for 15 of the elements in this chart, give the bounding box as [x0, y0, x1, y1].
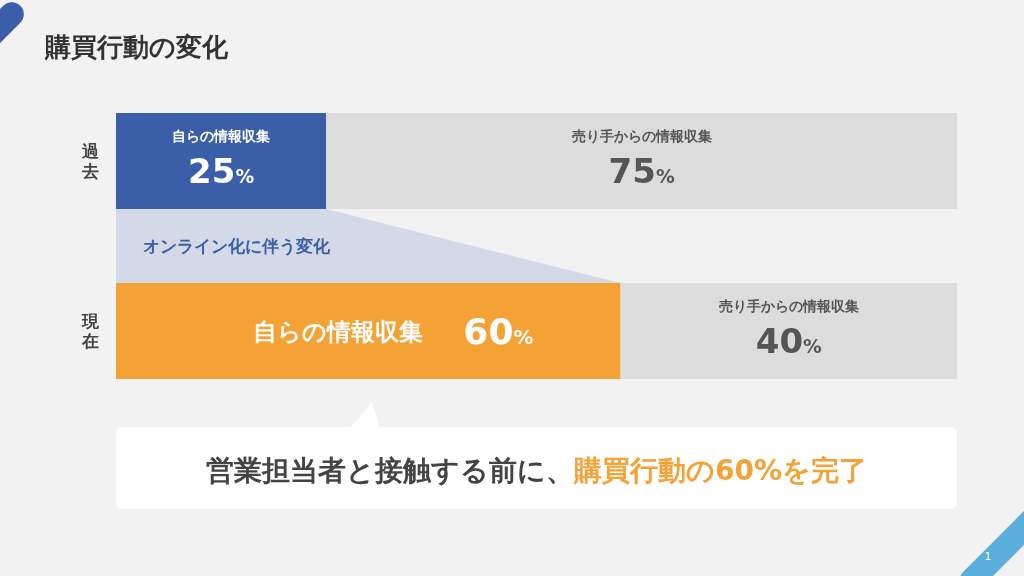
data-label: 25% [188, 151, 255, 191]
annotation: オンライン化に伴う変化 [143, 236, 331, 256]
text: 自らの情報収集 [253, 318, 424, 346]
y-tick-label: 過去 [80, 141, 99, 181]
data-label: 75% [608, 151, 675, 191]
text: 1 [984, 550, 992, 563]
text: 売り手からの情報収集 [718, 298, 859, 314]
text: 営業担当者と接触する前に、 [205, 454, 574, 487]
data-label: 60% [463, 311, 534, 352]
y-tick-label: 現在 [80, 311, 100, 351]
data-label: 40% [755, 321, 823, 361]
chart-title: 購買行動の変化 [45, 31, 228, 64]
text: 購買行動の60%を完了 [572, 454, 868, 487]
series-label: 自らの情報収集 [172, 128, 271, 144]
series-label: 売り手からの情報収集 [571, 128, 712, 144]
